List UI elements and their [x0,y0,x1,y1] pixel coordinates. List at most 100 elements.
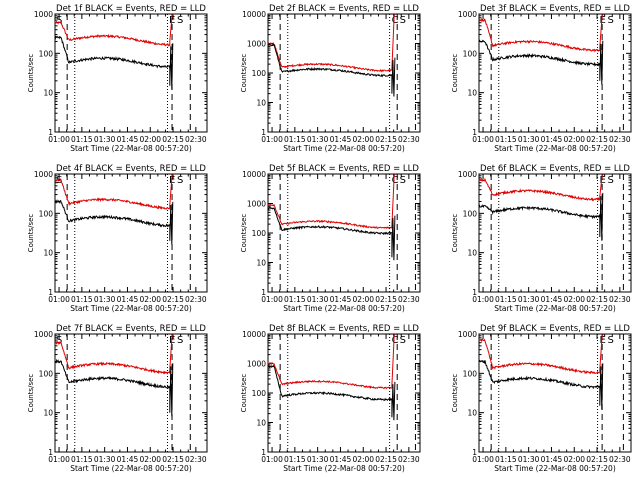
y-axis-label: Counts/sec [451,54,459,93]
y-axis-label: Counts/sec [240,214,248,253]
x-tick-label: 02:15 [162,135,184,144]
y-tick-label: 1 [261,128,266,137]
y-tick-label: 100 [39,49,54,58]
x-tick-label: 01:45 [541,455,563,464]
x-tick-label: 01:30 [307,455,329,464]
panel-title: Det 9f BLACK = Events, RED = LLD [480,324,630,334]
x-tick-label: 01:45 [330,455,352,464]
y-tick-label: 100 [39,369,54,378]
events-series-line [54,35,174,90]
x-tick-label: 02:00 [352,455,374,464]
x-axis-label: Start Time (22-Mar-08 00:57:20) [283,144,405,153]
flag-letter: E [600,175,606,186]
y-axis-label: Counts/sec [27,54,35,93]
lld-series-line [478,173,604,202]
flag-letter: E [600,15,606,26]
lld-series-line [267,333,397,390]
x-tick-label: 01:30 [94,295,116,304]
events-series-line [478,192,604,241]
x-tick-label: 01:30 [94,135,116,144]
x-tick-label: 01:45 [541,135,563,144]
x-tick-label: 01:30 [518,135,540,144]
panel-title: Det 7f BLACK = Events, RED = LLD [56,324,206,334]
x-axis-label: Start Time (22-Mar-08 00:57:20) [283,464,405,473]
flag-letter: C [392,335,399,346]
y-tick-label: 1 [48,288,53,297]
x-tick-label: 02:15 [162,455,184,464]
x-tick-label: 01:30 [518,455,540,464]
detector-panel-2: Det 2f BLACK = Events, RED = LLD 1 10 100 10… [240,4,421,153]
y-tick-label: 1 [472,448,477,457]
y-axis: 1 10 100 1000 Counts/sec [451,330,631,457]
x-tick-label: 02:15 [162,295,184,304]
x-tick-label: 01:30 [307,295,329,304]
x-tick-label: 02:15 [375,455,397,464]
detector-panel-8: Det 8f BLACK = Events, RED = LLD 1 10 100 10… [240,324,421,473]
x-tick-label: 01:30 [307,135,329,144]
y-axis-label: Counts/sec [27,374,35,413]
flag-letter: S [400,15,406,26]
plot-frame [54,13,208,133]
y-tick-label: 1 [48,448,53,457]
x-tick-label: 01:45 [117,295,139,304]
y-tick-label: 10 [467,89,477,98]
x-tick-label: 01:30 [518,295,540,304]
x-tick-label: 01:45 [117,135,139,144]
flag-letter: S [177,15,183,26]
y-tick-label: 1 [472,128,477,137]
lld-series-line [54,173,174,210]
flag-letter: S [56,15,62,26]
x-axis-label: Start Time (22-Mar-08 00:57:20) [283,304,405,313]
x-tick-label: 01:15 [284,295,306,304]
detector-panel-5: Det 5f BLACK = Events, RED = LLD 1 10 100 10… [240,164,421,313]
x-tick-label: 02:30 [609,135,631,144]
y-axis-label: Counts/sec [240,374,248,413]
x-axis-label: Start Time (22-Mar-08 00:57:20) [494,144,616,153]
x-tick-label: 01:15 [284,455,306,464]
y-axis-label: Counts/sec [451,374,459,413]
detector-panel-3: Det 3f BLACK = Events, RED = LLD 1 10 100 10… [451,4,632,153]
x-tick-label: 01:00 [261,295,283,304]
y-tick-label: 10 [256,99,266,108]
events-series-line [54,199,174,245]
y-tick-label: 1 [261,448,266,457]
lld-series-line [54,333,174,375]
y-tick-label: 1000 [458,10,477,19]
events-series-line [267,206,396,261]
x-tick-label: 02:00 [352,295,374,304]
x-tick-label: 02:15 [586,135,608,144]
panel-title: Det 8f BLACK = Events, RED = LLD [269,324,419,334]
x-tick-label: 01:45 [541,295,563,304]
y-tick-label: 10000 [242,10,266,19]
lld-series-line [54,13,174,47]
events-series-line [267,43,396,97]
flag-letter: S [608,335,614,346]
x-tick-label: 01:00 [472,135,494,144]
x-tick-label: 01:00 [261,135,283,144]
x-tick-label: 02:00 [563,295,585,304]
y-tick-label: 1000 [34,10,53,19]
events-series-line [478,359,604,410]
x-axis: 01:00 01:15 01:30 01:45 02:00 02:15 02:30Start… [472,334,631,473]
x-tick-label: 02:00 [563,455,585,464]
panel-title: Det 2f BLACK = Events, RED = LLD [269,4,419,14]
x-tick-label: 02:15 [586,455,608,464]
y-tick-label: 100 [252,389,267,398]
x-axis: 01:00 01:15 01:30 01:45 02:00 02:15 02:30Start… [48,14,207,153]
x-tick-label: 01:15 [495,135,517,144]
y-tick-label: 10 [43,409,53,418]
detector-panel-6: Det 6f BLACK = Events, RED = LLD 1 10 100 10… [451,164,632,313]
events-series-line [54,358,174,417]
y-axis-label: Counts/sec [451,214,459,253]
flag-letter: C [392,15,399,26]
x-tick-label: 01:30 [94,455,116,464]
lld-series-line [478,13,604,53]
